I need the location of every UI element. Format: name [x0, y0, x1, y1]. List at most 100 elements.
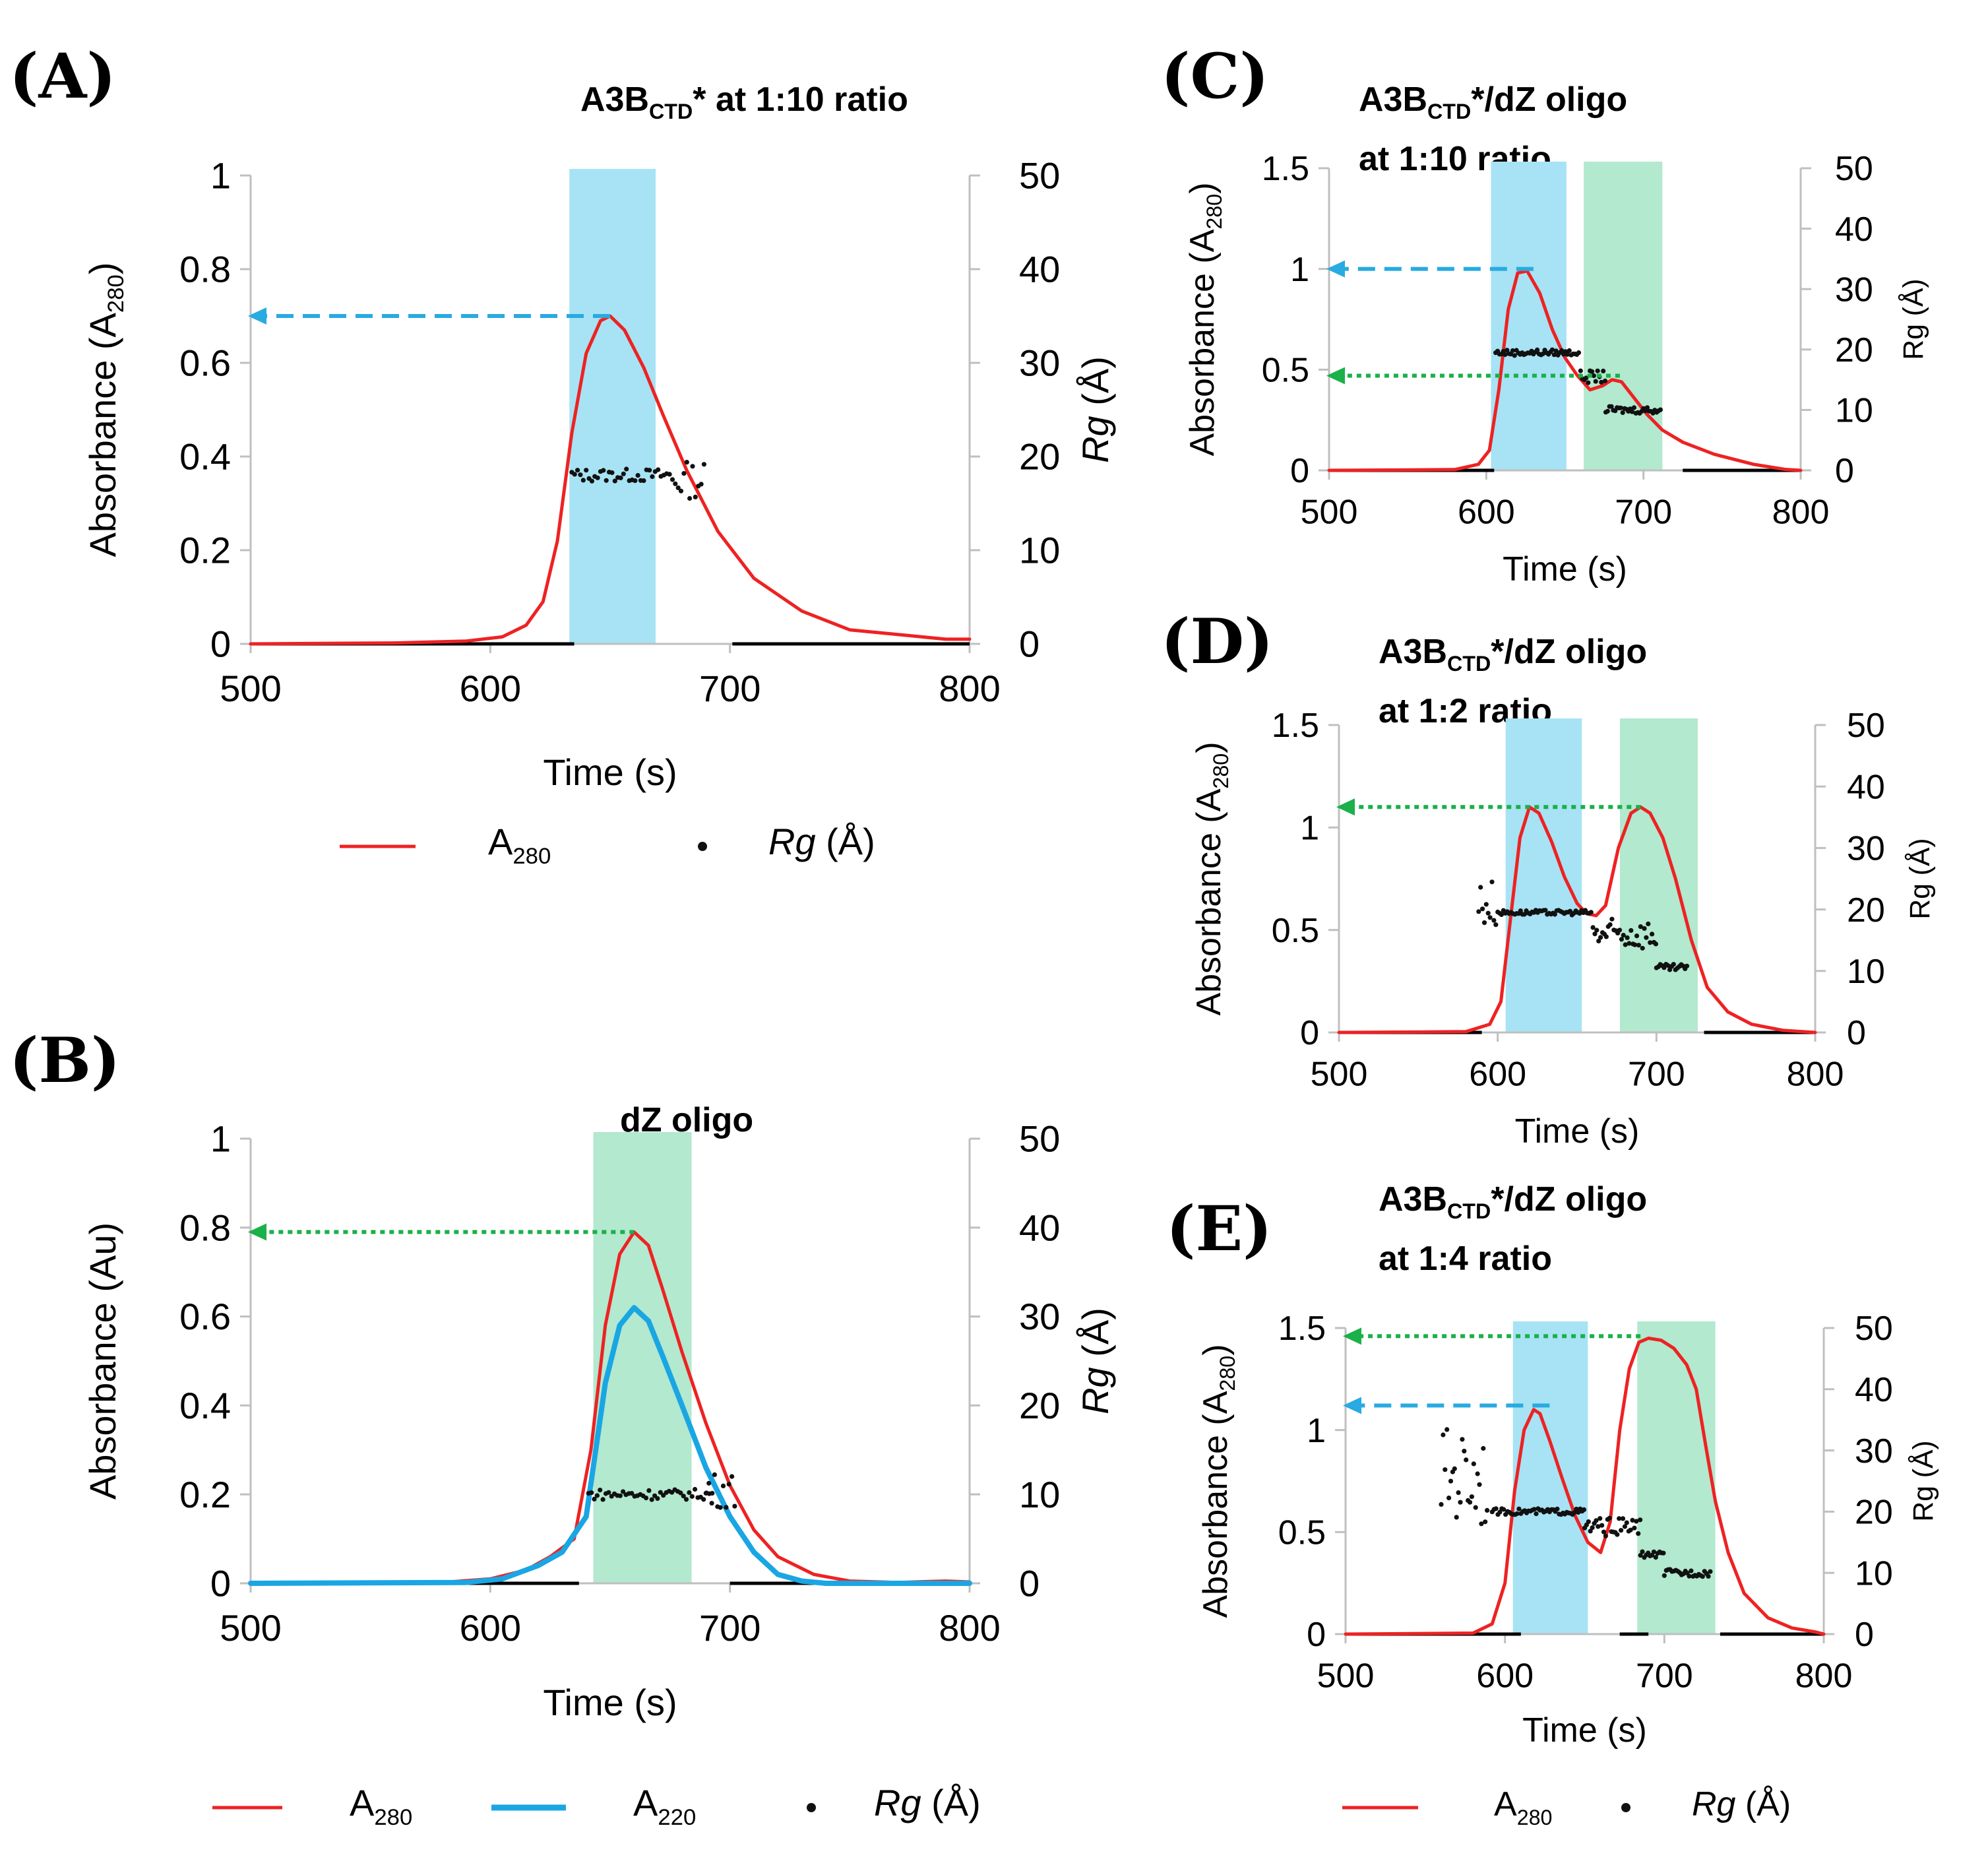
rg-point — [1644, 405, 1650, 410]
y-tick-label: 1.5 — [1278, 1310, 1326, 1348]
rg-point — [1638, 1553, 1643, 1558]
rg-point — [1477, 1482, 1482, 1487]
legend-rg: Rg — [874, 1782, 921, 1823]
y-label-subscript: 280 — [1202, 194, 1226, 230]
rg-point — [1636, 943, 1641, 948]
rg-point — [1514, 1511, 1520, 1517]
legend-main: A — [488, 821, 513, 862]
rg-point — [1469, 1494, 1474, 1500]
x-tick-label: 700 — [699, 1607, 761, 1649]
rg-point — [1644, 935, 1649, 940]
rg-point — [617, 1493, 623, 1498]
x-tick-label: 600 — [1458, 493, 1515, 532]
legend-subscript: 280 — [513, 844, 551, 869]
y-label-close: ) — [82, 262, 123, 274]
rg-point — [1600, 1523, 1605, 1528]
rg-point — [726, 1482, 731, 1487]
rg-point — [1638, 1517, 1643, 1523]
rg-point — [1565, 352, 1570, 357]
y2-label-rg: Rg — [1074, 1367, 1116, 1414]
rg-point — [1617, 1516, 1622, 1521]
arrow-head — [248, 307, 266, 325]
x-axis-label: Time (s) — [1503, 550, 1627, 588]
rg-point — [732, 1503, 737, 1509]
x-tick-label: 800 — [939, 668, 1000, 709]
rg-point — [606, 1490, 611, 1495]
y2-tick-label: 0 — [1847, 1014, 1866, 1052]
rg-point — [1642, 926, 1647, 931]
x-tick-label: 600 — [1476, 1657, 1534, 1695]
y-tick-label: 0.6 — [179, 342, 231, 384]
y-tick-label: 1 — [210, 1118, 231, 1160]
arrow-head — [1343, 1327, 1361, 1345]
rg-point — [1493, 922, 1499, 928]
rg-point — [1629, 409, 1635, 414]
y2-tick-label: 0 — [1835, 452, 1854, 490]
rg-point — [1621, 933, 1626, 938]
rg-point — [1499, 912, 1504, 917]
rg-point — [578, 472, 583, 478]
rg-point — [667, 472, 672, 477]
rg-point — [1512, 353, 1517, 358]
rg-point — [1671, 962, 1676, 967]
y-axis-label: Absorbance (A280) — [1196, 1344, 1239, 1618]
rg-point — [710, 1490, 715, 1496]
rg-point — [601, 468, 606, 473]
x-tick-label: 800 — [1787, 1056, 1844, 1094]
y2-tick-label: 30 — [1835, 270, 1873, 309]
rg-point — [1605, 408, 1610, 414]
rg-point — [658, 1490, 663, 1495]
chart-title: A3BCTD*/dZ oligo — [1359, 80, 1627, 123]
rg-point — [635, 473, 640, 478]
y-tick-label: 1 — [1290, 251, 1309, 289]
rg-point — [1456, 1490, 1461, 1496]
y-tick-label: 0.8 — [179, 1207, 231, 1248]
legend-label: A220 — [633, 1782, 696, 1830]
panel-letter: (D) — [1161, 606, 1273, 678]
rg-point — [1551, 352, 1557, 358]
y2-tick-label: 50 — [1847, 707, 1885, 745]
rg-point — [575, 468, 580, 473]
rg-point — [655, 1496, 660, 1501]
rg-point — [1443, 1467, 1448, 1472]
title-rest: */dZ oligo — [1471, 80, 1627, 119]
rg-point — [712, 1472, 717, 1477]
y2-tick-label: 0 — [1855, 1616, 1874, 1654]
y-tick-label: 0 — [210, 1563, 231, 1604]
x-tick-label: 700 — [1636, 1657, 1693, 1695]
rg-point — [1487, 915, 1493, 920]
series-A280 — [1327, 269, 1803, 472]
series-A220 — [248, 1305, 972, 1586]
rg-point — [641, 478, 646, 484]
legend-label: A280 — [488, 821, 551, 869]
x-tick-label: 700 — [1628, 1056, 1685, 1094]
rg-point — [609, 470, 615, 476]
y2-label-text: Rg (Å) — [1898, 278, 1929, 360]
rg-point — [1479, 1521, 1484, 1527]
rg-point — [1501, 1507, 1507, 1512]
rg-point — [693, 494, 698, 500]
rg-point — [1503, 352, 1508, 358]
y2-tick-label: 10 — [1847, 953, 1885, 991]
rg-point — [1596, 1524, 1601, 1529]
rg-point — [646, 1488, 652, 1493]
rg-point — [1653, 941, 1658, 947]
y-tick-label: 0.5 — [1272, 912, 1319, 950]
rg-point — [584, 468, 589, 473]
rg-point — [1592, 932, 1598, 937]
rg-point — [1480, 906, 1485, 912]
rg-point — [1458, 1500, 1463, 1505]
rg-point — [1620, 1516, 1626, 1521]
chart-title-line2: at 1:4 ratio — [1379, 1240, 1552, 1278]
rg-point — [1651, 1549, 1656, 1554]
rg-point — [621, 1489, 626, 1494]
rg-point — [1629, 928, 1634, 933]
series-A280 — [1337, 805, 1817, 1034]
rg-point — [1601, 368, 1606, 374]
rg-point — [1441, 1432, 1446, 1438]
rg-point — [1591, 373, 1596, 379]
legend-subscript: 280 — [1517, 1806, 1553, 1829]
rg-point — [724, 1505, 729, 1510]
rg-point — [1594, 1518, 1599, 1523]
